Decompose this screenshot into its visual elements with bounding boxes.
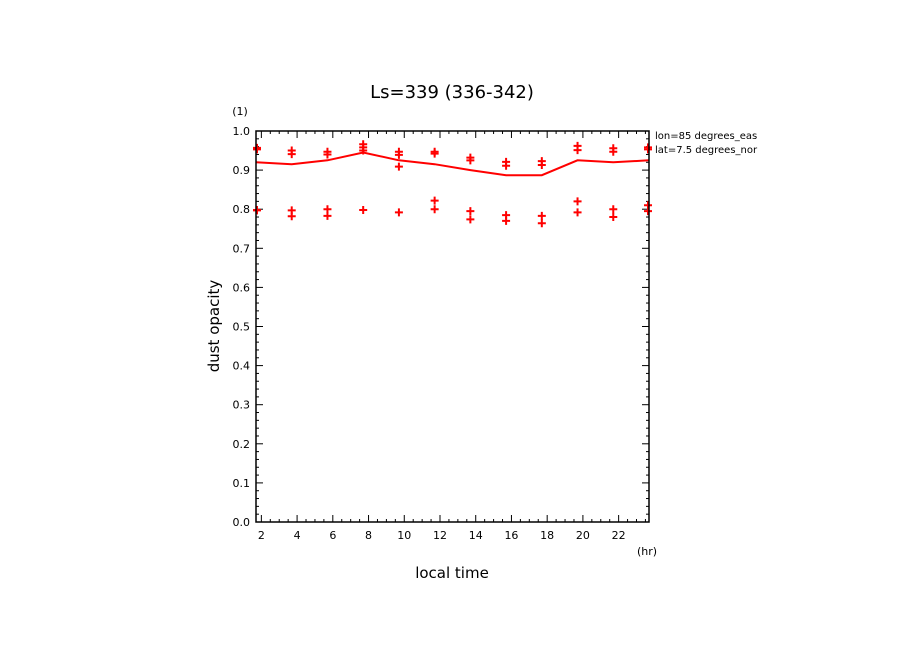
y-tick-label: 0.2 bbox=[233, 438, 251, 451]
data-point-marker bbox=[253, 206, 261, 215]
y-tick-label: 0.3 bbox=[233, 399, 251, 412]
y-tick-label: 0.0 bbox=[233, 516, 251, 529]
plus-marker bbox=[466, 215, 475, 224]
plus-marker bbox=[394, 162, 403, 171]
plus-marker bbox=[502, 161, 511, 170]
data-point-marker bbox=[573, 208, 582, 217]
data-point-marker bbox=[609, 147, 618, 156]
x-tick-label: 6 bbox=[329, 529, 336, 542]
data-point-marker bbox=[502, 161, 511, 170]
plus-marker bbox=[609, 147, 618, 156]
data-point-marker bbox=[287, 212, 296, 221]
plus-marker bbox=[537, 219, 546, 228]
plot-frame bbox=[255, 130, 650, 523]
data-point-marker bbox=[359, 146, 368, 155]
plus-marker bbox=[430, 196, 439, 205]
data-point-marker bbox=[394, 208, 403, 217]
data-point-marker bbox=[430, 149, 439, 158]
data-point-marker bbox=[573, 146, 582, 155]
data-point-marker bbox=[394, 162, 403, 171]
x-axis-label: local time bbox=[415, 564, 489, 582]
y-tick-label: 0.8 bbox=[233, 203, 251, 216]
y-axis-label: dust opacity bbox=[205, 280, 223, 373]
plus-marker bbox=[502, 216, 511, 225]
plus-marker bbox=[287, 150, 296, 159]
plus-marker bbox=[359, 146, 368, 155]
x-tick-label: 2 bbox=[258, 529, 265, 542]
data-point-marker bbox=[609, 213, 618, 222]
data-point-marker bbox=[537, 211, 546, 220]
y-tick-label: 0.6 bbox=[233, 281, 251, 294]
data-point-marker bbox=[573, 197, 582, 206]
x-tick-label: 10 bbox=[397, 529, 411, 542]
y-tick-label: 0.4 bbox=[233, 360, 251, 373]
plus-marker bbox=[573, 197, 582, 206]
data-point-marker bbox=[430, 205, 439, 214]
plus-marker bbox=[609, 213, 618, 222]
plus-marker bbox=[323, 150, 332, 159]
plus-marker bbox=[573, 208, 582, 217]
plus-marker bbox=[253, 145, 261, 154]
data-point-marker bbox=[537, 219, 546, 228]
y-unit-label: (1) bbox=[232, 105, 248, 118]
annotation-lon: lon=85 degrees_eas bbox=[655, 131, 757, 142]
plus-marker bbox=[394, 208, 403, 217]
data-point-marker bbox=[466, 207, 475, 216]
x-tick-label: 14 bbox=[469, 529, 483, 542]
data-point-marker bbox=[359, 205, 368, 214]
data-point-marker bbox=[287, 150, 296, 159]
plus-marker bbox=[537, 161, 546, 170]
x-tick-label: 12 bbox=[433, 529, 447, 542]
data-point-marker bbox=[644, 207, 652, 216]
x-tick-label: 4 bbox=[294, 529, 301, 542]
data-point-marker bbox=[323, 150, 332, 159]
x-tick-label: 22 bbox=[612, 529, 626, 542]
data-point-marker bbox=[253, 145, 261, 154]
axis-ticks: 0.0 0.1 0.2 0.3 0.4 0.5 0.6 0.7 0.8 0.9 1.0 2 4 6 8 10 1… bbox=[233, 125, 649, 542]
plus-marker bbox=[394, 150, 403, 159]
plus-marker bbox=[573, 146, 582, 155]
plus-marker bbox=[537, 211, 546, 220]
plus-marker bbox=[253, 206, 261, 215]
data-point-marker bbox=[323, 211, 332, 220]
plus-marker bbox=[466, 156, 475, 165]
x-tick-label: 20 bbox=[576, 529, 590, 542]
data-point-marker bbox=[466, 156, 475, 165]
plus-marker bbox=[644, 207, 652, 216]
plus-marker bbox=[359, 205, 368, 214]
plus-marker bbox=[323, 211, 332, 220]
x-tick-label: 8 bbox=[365, 529, 372, 542]
plus-marker bbox=[287, 212, 296, 221]
y-tick-label: 0.1 bbox=[233, 477, 251, 490]
x-tick-label: 18 bbox=[540, 529, 554, 542]
y-tick-label: 1.0 bbox=[233, 125, 251, 138]
plus-marker bbox=[609, 205, 618, 214]
data-point-marker bbox=[502, 216, 511, 225]
annotation-lat: lat=7.5 degrees_nor bbox=[655, 145, 758, 156]
y-tick-label: 0.7 bbox=[233, 242, 251, 255]
data-point-marker bbox=[394, 150, 403, 159]
plus-marker bbox=[430, 149, 439, 158]
data-point-marker bbox=[430, 196, 439, 205]
x-tick-label: 16 bbox=[504, 529, 518, 542]
y-tick-label: 0.9 bbox=[233, 164, 251, 177]
plus-marker bbox=[466, 207, 475, 216]
x-unit-label: (hr) bbox=[637, 545, 657, 558]
data-point-marker bbox=[466, 215, 475, 224]
series-line bbox=[255, 151, 650, 177]
data-point-marker bbox=[644, 145, 652, 154]
data-point-marker bbox=[537, 161, 546, 170]
chart-title: Ls=339 (336-342) bbox=[370, 82, 534, 103]
data-point-marker bbox=[609, 205, 618, 214]
plus-marker bbox=[644, 145, 652, 154]
y-tick-label: 0.5 bbox=[233, 321, 251, 334]
plus-marker bbox=[430, 205, 439, 214]
plot-layer bbox=[253, 140, 652, 228]
